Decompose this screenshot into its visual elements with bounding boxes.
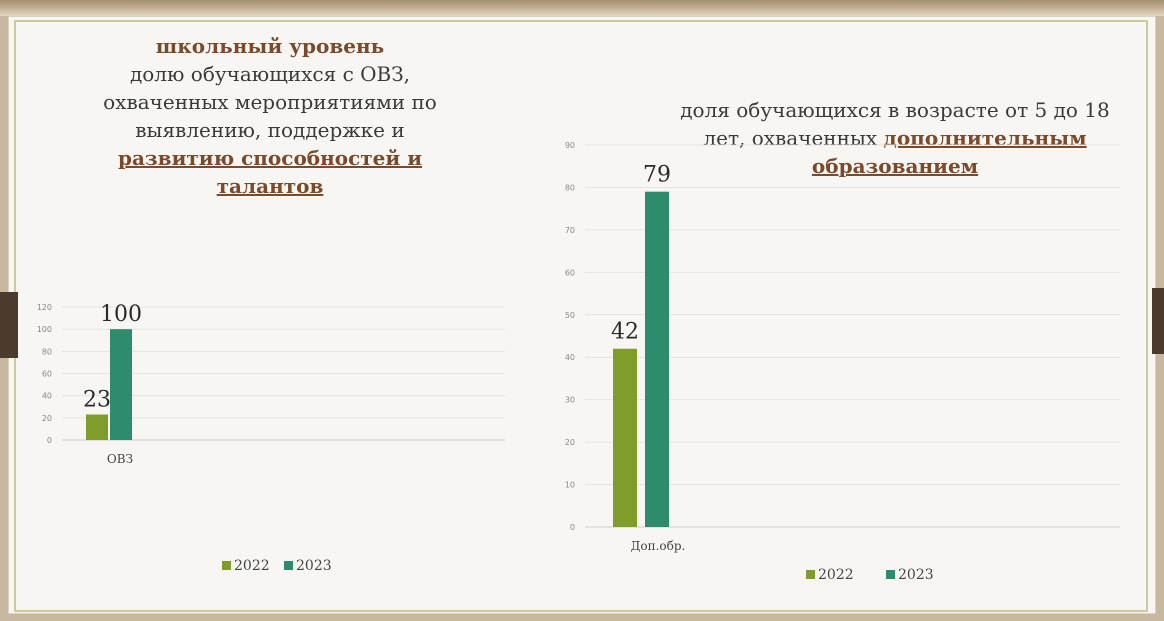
left-title-line5: развитию способностей и: [117, 146, 423, 170]
chart2-ytick-label: 70: [565, 226, 575, 235]
chart2-ytick-label: 90: [565, 141, 575, 150]
right-title-line1: доля обучающихся в возрасте от 5 до 18: [680, 98, 1110, 122]
chart2-bar-2022: [613, 348, 637, 527]
chart2-data-label-2023: 79: [643, 163, 671, 188]
chart1-ytick-label: 40: [42, 392, 52, 401]
chart1-data-label-2023: 100: [100, 302, 142, 327]
chart1-ytick-label: 0: [47, 436, 52, 445]
chart2-ytick-label: 60: [565, 268, 575, 277]
chart1-ytick-label: 100: [37, 325, 52, 334]
right-nav-tab[interactable]: [1152, 288, 1164, 354]
chart1-data-label-2022: 23: [83, 388, 111, 413]
chart1-ytick-label: 120: [37, 303, 52, 312]
left-title-line2: долю обучающихся с ОВЗ,: [129, 62, 411, 86]
chart2-ytick-label: 30: [565, 396, 575, 405]
chart2-legend-swatch-2022: [806, 570, 815, 579]
chart2-category-label: Доп.обр.: [631, 539, 686, 553]
left-title-line1: школьный уровень: [155, 34, 385, 58]
left-title-line3: охваченных мероприятиями по: [103, 90, 437, 114]
chart2-ytick-label: 40: [565, 353, 575, 362]
chart1-ytick-label: 20: [42, 414, 52, 423]
chart1-bar-2022: [86, 414, 108, 440]
chart2-ytick-label: 80: [565, 183, 575, 192]
chart2-ytick-label: 20: [565, 438, 575, 447]
chart2-legend-label-2023: 2023: [898, 567, 934, 583]
top-band: [0, 0, 1164, 16]
left-chart-title: школьный уровень долю обучающихся с ОВЗ,…: [50, 32, 490, 200]
chart2-bar-2023: [645, 191, 669, 527]
chart1-legend-swatch-2023: [284, 561, 293, 570]
chart1-ytick-label: 60: [42, 370, 52, 379]
right-title-line2: лет, охваченных дополнительным: [660, 124, 1130, 152]
chart2-ytick-label: 50: [565, 311, 575, 320]
chart2-data-label-2022: 42: [611, 320, 639, 345]
chart2-legend-label-2022: 2022: [818, 567, 854, 583]
chart1-legend-label-2022: 2022: [234, 558, 270, 574]
chart2-ytick-label: 0: [570, 523, 575, 532]
chart1-ytick-label: 80: [42, 347, 52, 356]
right-title-line3: образованием: [811, 154, 979, 178]
chart2-ytick-label: 10: [565, 481, 575, 490]
right-title-line2-highlight: дополнительным: [883, 126, 1087, 150]
left-title-line4: выявлению, поддержке и: [135, 118, 405, 142]
left-nav-tab[interactable]: [0, 292, 18, 358]
right-title-line2-plain: лет, охваченных: [703, 126, 884, 150]
chart1-category-label: ОВЗ: [107, 452, 133, 466]
left-title-line6: талантов: [216, 174, 324, 198]
right-chart-title: доля обучающихся в возрасте от 5 до 18 л…: [660, 96, 1130, 180]
chart2-legend-swatch-2023: [886, 570, 895, 579]
chart1-bar-2023: [110, 329, 132, 440]
chart1-legend-swatch-2022: [222, 561, 231, 570]
chart1-legend-label-2023: 2023: [296, 558, 332, 574]
